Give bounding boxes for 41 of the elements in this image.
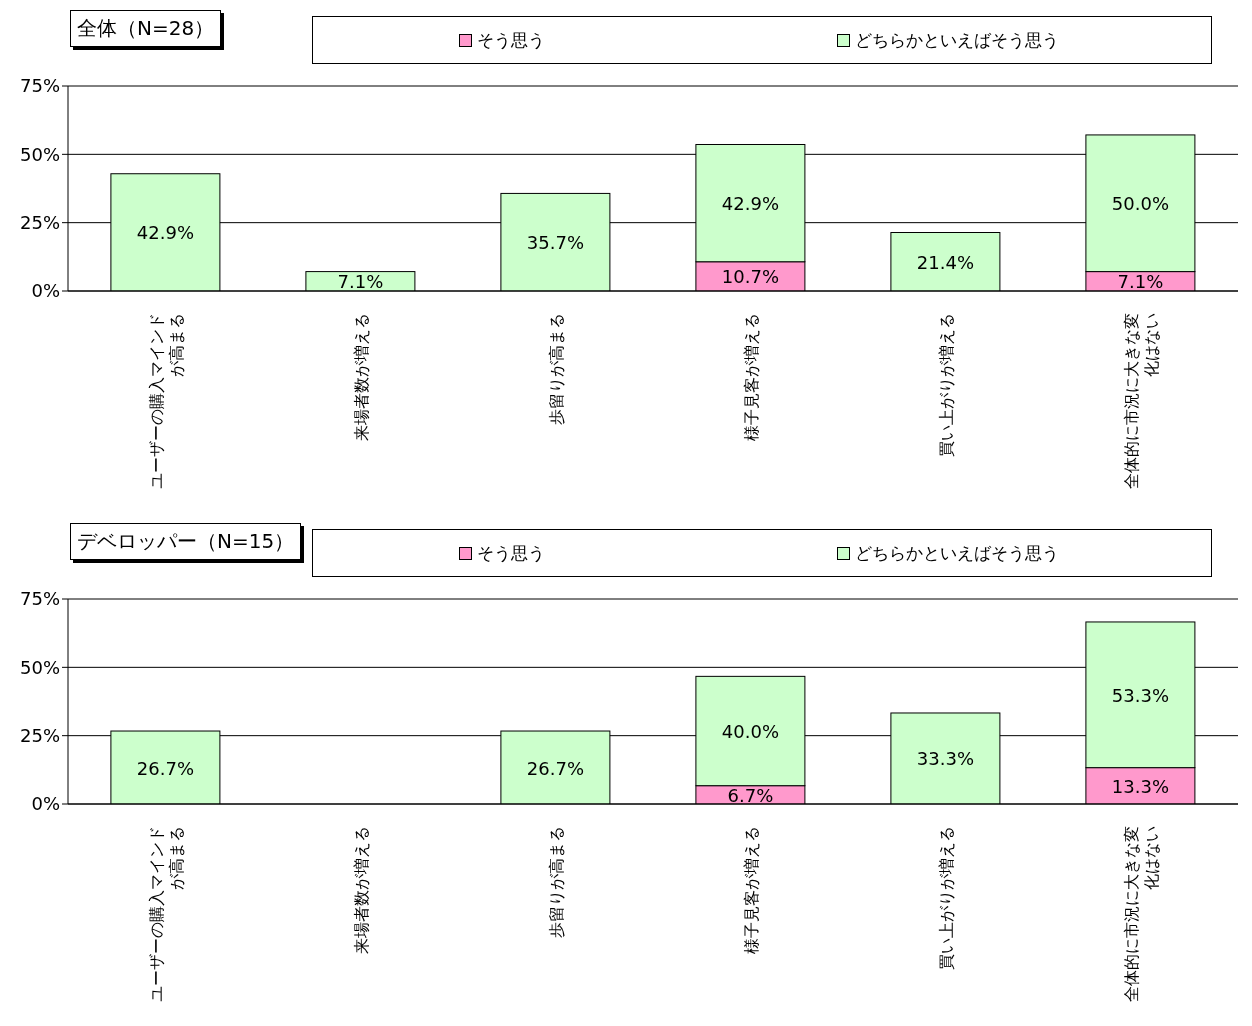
y-tick-label: 50%: [19, 656, 60, 678]
x-tick-label: 歩留りが高まる: [546, 826, 566, 938]
y-tick-label: 50%: [19, 143, 60, 165]
data-label: 7.1%: [1117, 271, 1164, 293]
data-label: 13.3%: [1111, 775, 1169, 797]
y-tick-label: 75%: [19, 588, 60, 610]
data-label: 10.7%: [721, 266, 779, 288]
x-tick-label: ユーザーの購入マインドが高まる: [146, 313, 186, 489]
y-tick-label: 0%: [31, 793, 60, 815]
data-label: 26.7%: [136, 757, 194, 779]
x-tick-label: 様子見客が増える: [741, 313, 761, 441]
legend-label: どちらかといえばそう思う: [855, 541, 1059, 565]
data-label: 53.3%: [1111, 684, 1169, 706]
data-label: 35.7%: [526, 232, 584, 254]
x-tick-label: 買い上がりが増える: [936, 313, 956, 457]
x-tick-label: 様子見客が増える: [741, 826, 761, 954]
x-tick-label: 歩留りが高まる: [546, 313, 566, 425]
data-label: 33.3%: [916, 748, 974, 770]
legend-label: そう思う: [477, 28, 545, 52]
legend-label: どちらかといえばそう思う: [855, 28, 1059, 52]
y-tick-label: 75%: [19, 75, 60, 97]
x-tick-label: 来場者数が増える: [351, 826, 371, 954]
data-label: 42.9%: [136, 222, 194, 244]
y-tick-label: 25%: [19, 212, 60, 234]
data-label: 7.1%: [337, 271, 384, 293]
y-tick-label: 25%: [19, 725, 60, 747]
data-label: 50.0%: [1111, 193, 1169, 215]
chart-title: 全体（N=28）: [70, 10, 222, 47]
x-tick-label: 全体的に市況に大きな変化はない: [1121, 826, 1161, 1002]
legend-label: そう思う: [477, 541, 545, 565]
chart-title: デベロッパー（N=15）: [70, 523, 302, 560]
y-tick-label: 0%: [31, 280, 60, 302]
x-tick-label: 全体的に市況に大きな変化はない: [1121, 313, 1161, 489]
data-label: 21.4%: [916, 251, 974, 273]
data-label: 6.7%: [727, 784, 774, 806]
x-tick-label: 買い上がりが増える: [936, 826, 956, 970]
x-tick-label: ユーザーの購入マインドが高まる: [146, 826, 186, 1002]
data-label: 42.9%: [721, 193, 779, 215]
x-tick-label: 来場者数が増える: [351, 313, 371, 441]
data-label: 40.0%: [721, 721, 779, 743]
data-label: 26.7%: [526, 757, 584, 779]
